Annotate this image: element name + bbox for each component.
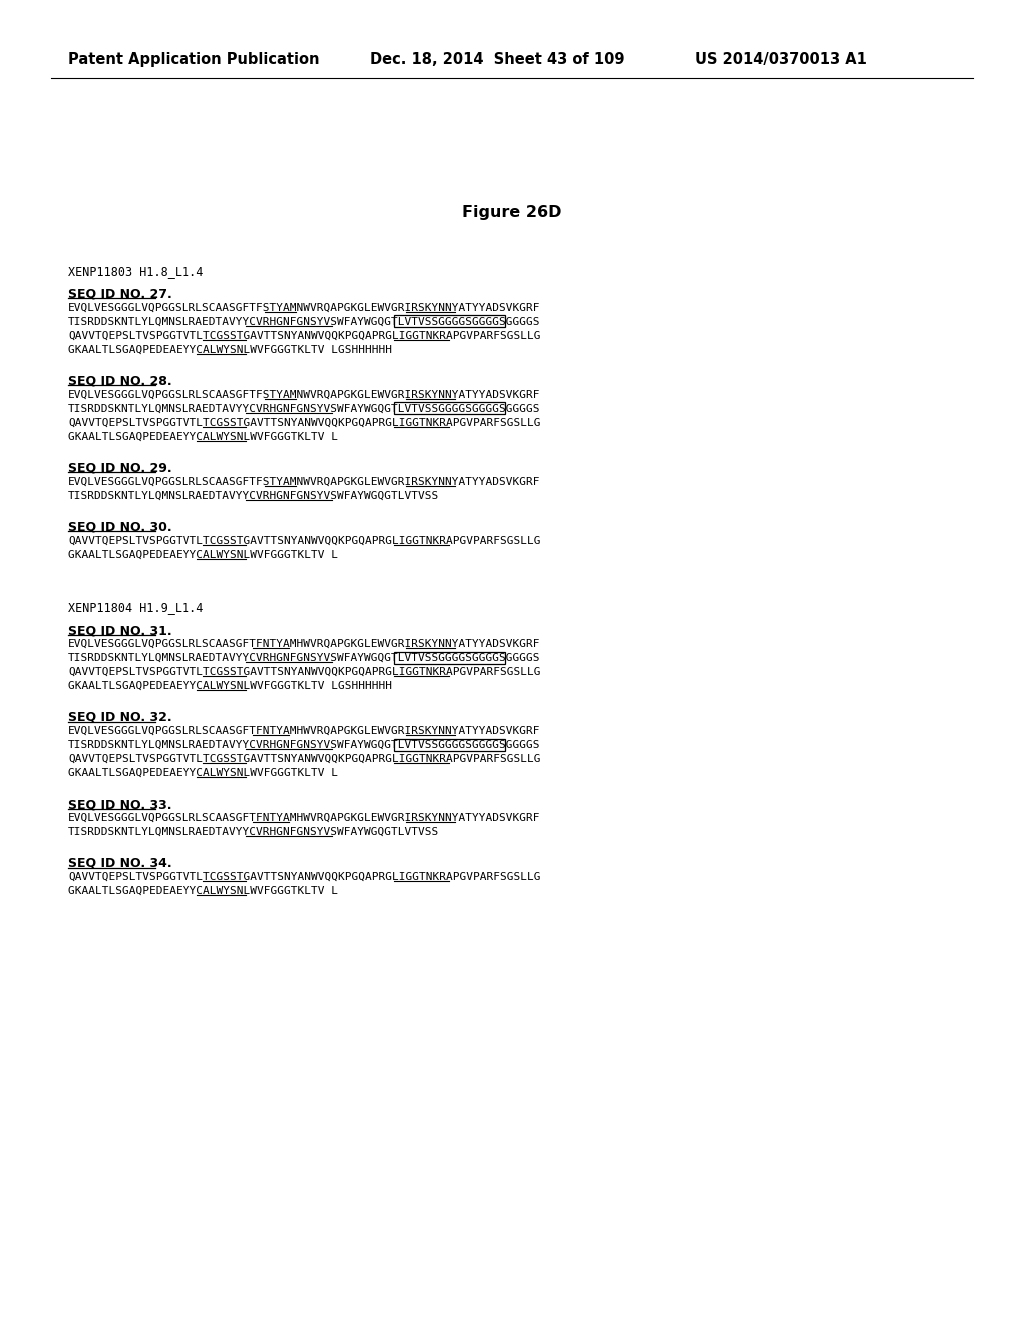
Text: SEQ ID NO. 30.: SEQ ID NO. 30.	[68, 520, 172, 533]
Text: XENP11803 H1.8_L1.4: XENP11803 H1.8_L1.4	[68, 265, 204, 279]
Text: EVQLVESGGGLVQPGGSLRLSCAASGFTFNTYAMHWVRQAPGKGLEWVGRIRSKYNNYATYYADSVKGRF: EVQLVESGGGLVQPGGSLRLSCAASGFTFNTYAMHWVRQA…	[68, 726, 541, 737]
Text: SEQ ID NO. 32.: SEQ ID NO. 32.	[68, 711, 172, 723]
Text: EVQLVESGGGLVQPGGSLRLSCAASGFTFNTYAMHWVRQAPGKGLEWVGRIRSKYNNYATYYADSVKGRF: EVQLVESGGGLVQPGGSLRLSCAASGFTFNTYAMHWVRQA…	[68, 813, 541, 822]
Text: SEQ ID NO. 28.: SEQ ID NO. 28.	[68, 375, 172, 388]
Text: QAVVTQEPSLTVSPGGTVTLTCGSSTGAVTTSNYANWVQQKPGQAPRGLIGGTNKRAPGVPARFSGSLLG: QAVVTQEPSLTVSPGGTVTLTCGSSTGAVTTSNYANWVQQ…	[68, 873, 541, 882]
Text: TISRDDSKNTLYLQMNSLRAEDTAVYYCVRHGNFGNSYVSWFAYWGQGTLVTVSSGGGGSGGGGSGGGGS: TISRDDSKNTLYLQMNSLRAEDTAVYYCVRHGNFGNSYVS…	[68, 741, 541, 750]
Bar	[394, 738, 505, 751]
Text: TISRDDSKNTLYLQMNSLRAEDTAVYYCVRHGNFGNSYVSWFAYWGQGTLVTVSSGGGGSGGGGSGGGGS: TISRDDSKNTLYLQMNSLRAEDTAVYYCVRHGNFGNSYVS…	[68, 653, 541, 663]
Text: US 2014/0370013 A1: US 2014/0370013 A1	[695, 51, 867, 67]
Text: TISRDDSKNTLYLQMNSLRAEDTAVYYCVRHGNFGNSYVSWFAYWGQGTLVTVSS: TISRDDSKNTLYLQMNSLRAEDTAVYYCVRHGNFGNSYVS…	[68, 828, 439, 837]
Text: SEQ ID NO. 33.: SEQ ID NO. 33.	[68, 799, 171, 810]
Text: EVQLVESGGGLVQPGGSLRLSCAASGFTFSTYAMNWVRQAPGKGLEWVGRIRSKYNNYATYYADSVKGRF: EVQLVESGGGLVQPGGSLRLSCAASGFTFSTYAMNWVRQA…	[68, 302, 541, 313]
Text: QAVVTQEPSLTVSPGGTVTLTCGSSTGAVTTSNYANWVQQKPGQAPRGLIGGTNKRAPGVPARFSGSLLG: QAVVTQEPSLTVSPGGTVTLTCGSSTGAVTTSNYANWVQQ…	[68, 330, 541, 341]
Bar	[394, 652, 505, 664]
Text: QAVVTQEPSLTVSPGGTVTLTCGSSTGAVTTSNYANWVQQKPGQAPRGLIGGTNKRAPGVPARFSGSLLG: QAVVTQEPSLTVSPGGTVTLTCGSSTGAVTTSNYANWVQQ…	[68, 536, 541, 545]
Text: SEQ ID NO. 27.: SEQ ID NO. 27.	[68, 288, 172, 301]
Text: Figure 26D: Figure 26D	[462, 205, 562, 220]
Text: EVQLVESGGGLVQPGGSLRLSCAASGFTFSTYAMNWVRQAPGKGLEWVGRIRSKYNNYATYYADSVKGRF: EVQLVESGGGLVQPGGSLRLSCAASGFTFSTYAMNWVRQA…	[68, 389, 541, 400]
Text: SEQ ID NO. 31.: SEQ ID NO. 31.	[68, 624, 172, 638]
Text: SEQ ID NO. 34.: SEQ ID NO. 34.	[68, 857, 172, 870]
Text: SEQ ID NO. 29.: SEQ ID NO. 29.	[68, 462, 172, 474]
Text: EVQLVESGGGLVQPGGSLRLSCAASGFTFSTYAMNWVRQAPGKGLEWVGRIRSKYNNYATYYADSVKGRF: EVQLVESGGGLVQPGGSLRLSCAASGFTFSTYAMNWVRQA…	[68, 477, 541, 487]
Text: Patent Application Publication: Patent Application Publication	[68, 51, 319, 67]
Text: GKAALTLSGAQPEDEAEYYCALWYSNLWVFGGGTKLTV L: GKAALTLSGAQPEDEAEYYCALWYSNLWVFGGGTKLTV L	[68, 432, 338, 441]
Text: QAVVTQEPSLTVSPGGTVTLTCGSSTGAVTTSNYANWVQQKPGQAPRGLIGGTNKRAPGVPARFSGSLLG: QAVVTQEPSLTVSPGGTVTLTCGSSTGAVTTSNYANWVQQ…	[68, 667, 541, 677]
Text: TISRDDSKNTLYLQMNSLRAEDTAVYYCVRHGNFGNSYVSWFAYWGQGTLVTVSS: TISRDDSKNTLYLQMNSLRAEDTAVYYCVRHGNFGNSYVS…	[68, 491, 439, 500]
Text: GKAALTLSGAQPEDEAEYYCALWYSNLWVFGGGTKLTV L: GKAALTLSGAQPEDEAEYYCALWYSNLWVFGGGTKLTV L	[68, 886, 338, 896]
Text: EVQLVESGGGLVQPGGSLRLSCAASGFTFNTYAMHWVRQAPGKGLEWVGRIRSKYNNYATYYADSVKGRF: EVQLVESGGGLVQPGGSLRLSCAASGFTFNTYAMHWVRQA…	[68, 639, 541, 649]
Text: Dec. 18, 2014  Sheet 43 of 109: Dec. 18, 2014 Sheet 43 of 109	[370, 51, 625, 67]
Text: QAVVTQEPSLTVSPGGTVTLTCGSSTGAVTTSNYANWVQQKPGQAPRGLIGGTNKRAPGVPARFSGSLLG: QAVVTQEPSLTVSPGGTVTLTCGSSTGAVTTSNYANWVQQ…	[68, 417, 541, 428]
Text: GKAALTLSGAQPEDEAEYYCALWYSNLWVFGGGTKLTV L: GKAALTLSGAQPEDEAEYYCALWYSNLWVFGGGTKLTV L	[68, 768, 338, 777]
Text: GKAALTLSGAQPEDEAEYYCALWYSNLWVFGGGTKLTV L: GKAALTLSGAQPEDEAEYYCALWYSNLWVFGGGTKLTV L	[68, 549, 338, 560]
Bar	[394, 315, 505, 327]
Text: GKAALTLSGAQPEDEAEYYCALWYSNLWVFGGGTKLTV LGSHHHHHH: GKAALTLSGAQPEDEAEYYCALWYSNLWVFGGGTKLTV L…	[68, 345, 392, 355]
Text: XENP11804 H1.9_L1.4: XENP11804 H1.9_L1.4	[68, 602, 204, 615]
Text: TISRDDSKNTLYLQMNSLRAEDTAVYYCVRHGNFGNSYVSWFAYWGQGTLVTVSSGGGGSGGGGSGGGGS: TISRDDSKNTLYLQMNSLRAEDTAVYYCVRHGNFGNSYVS…	[68, 404, 541, 413]
Text: QAVVTQEPSLTVSPGGTVTLTCGSSTGAVTTSNYANWVQQKPGQAPRGLIGGTNKRAPGVPARFSGSLLG: QAVVTQEPSLTVSPGGTVTLTCGSSTGAVTTSNYANWVQQ…	[68, 754, 541, 764]
Text: TISRDDSKNTLYLQMNSLRAEDTAVYYCVRHGNFGNSYVSWFAYWGQGTLVTVSSGGGGSGGGGSGGGGS: TISRDDSKNTLYLQMNSLRAEDTAVYYCVRHGNFGNSYVS…	[68, 317, 541, 326]
Text: GKAALTLSGAQPEDEAEYYCALWYSNLWVFGGGTKLTV LGSHHHHHH: GKAALTLSGAQPEDEAEYYCALWYSNLWVFGGGTKLTV L…	[68, 681, 392, 690]
Bar	[394, 403, 505, 414]
